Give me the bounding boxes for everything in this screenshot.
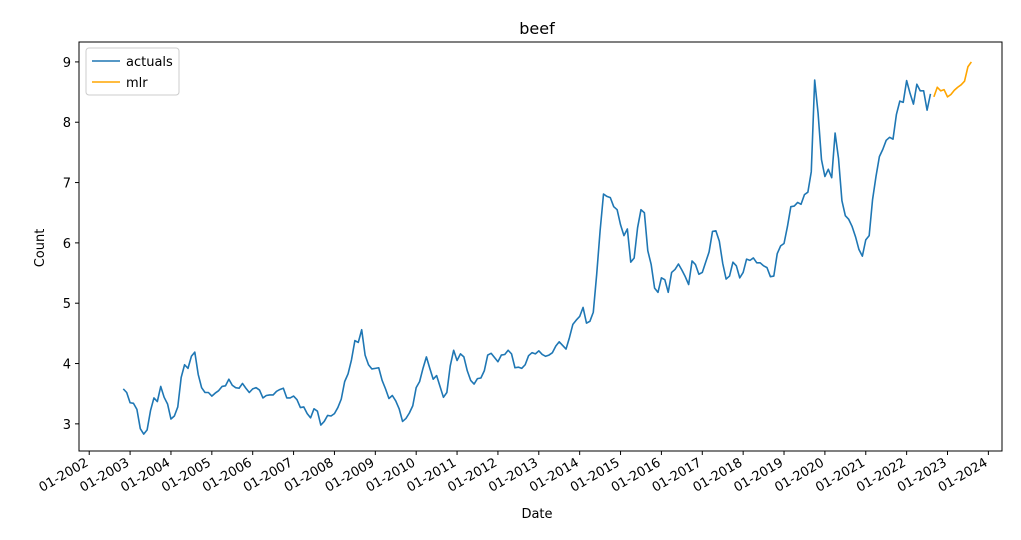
legend-label-mlr: mlr <box>126 76 148 91</box>
y-tick-label: 9 <box>63 56 71 71</box>
series-line-mlr <box>933 61 973 98</box>
y-axis-label: Count <box>33 229 48 268</box>
y-axis: 3 4 5 6 7 8 9 <box>63 56 79 433</box>
y-tick-label: 8 <box>63 116 71 131</box>
y-tick-label: 4 <box>63 358 71 373</box>
y-tick-label: 5 <box>63 297 71 312</box>
x-axis-label: Date <box>521 507 552 522</box>
legend-label-actuals: actuals <box>126 55 173 70</box>
y-tick-label: 3 <box>63 418 71 433</box>
plot-area <box>78 41 1003 452</box>
chart-title: beef <box>519 19 555 38</box>
y-tick-label: 7 <box>63 177 71 192</box>
series-line-actuals <box>122 79 932 435</box>
series-layer <box>122 61 973 435</box>
y-tick-label: 6 <box>63 237 71 252</box>
legend: actuals mlr <box>85 47 180 96</box>
legend-box <box>85 47 180 96</box>
